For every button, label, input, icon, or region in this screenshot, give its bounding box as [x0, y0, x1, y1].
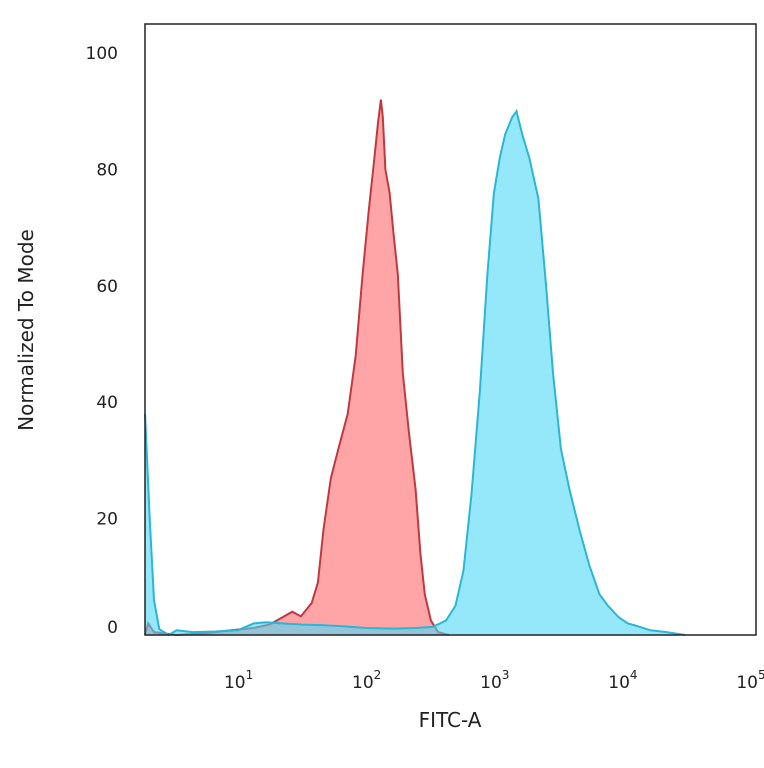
y-tick-label: 20	[96, 510, 118, 530]
series-2-area	[145, 111, 686, 636]
series-layer	[144, 99, 686, 637]
x-axis-title: FITC-A	[419, 708, 482, 732]
y-tick-label: 60	[96, 277, 118, 297]
x-tick-label: 101	[224, 668, 253, 693]
x-axis-ticks: 101 102 103 104 105	[224, 668, 764, 693]
x-tick-label: 104	[608, 668, 637, 693]
y-tick-label: 40	[96, 393, 118, 413]
series-2-outline	[144, 109, 686, 637]
y-tick-label: 100	[86, 44, 118, 64]
x-tick-label: 103	[480, 668, 509, 693]
x-tick-label: 105	[736, 668, 764, 693]
y-tick-label: 80	[96, 160, 118, 180]
y-axis-title: Normalized To Mode	[14, 229, 38, 431]
plot-frame	[144, 23, 757, 636]
y-tick-label: 0	[107, 618, 118, 638]
y-axis-ticks: 0 20 40 60 80 100	[86, 44, 118, 638]
x-tick-label: 102	[352, 668, 381, 693]
series-1-area	[145, 99, 449, 636]
